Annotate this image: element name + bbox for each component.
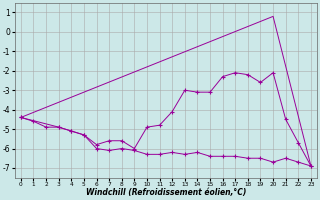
X-axis label: Windchill (Refroidissement éolien,°C): Windchill (Refroidissement éolien,°C) [86, 188, 246, 197]
